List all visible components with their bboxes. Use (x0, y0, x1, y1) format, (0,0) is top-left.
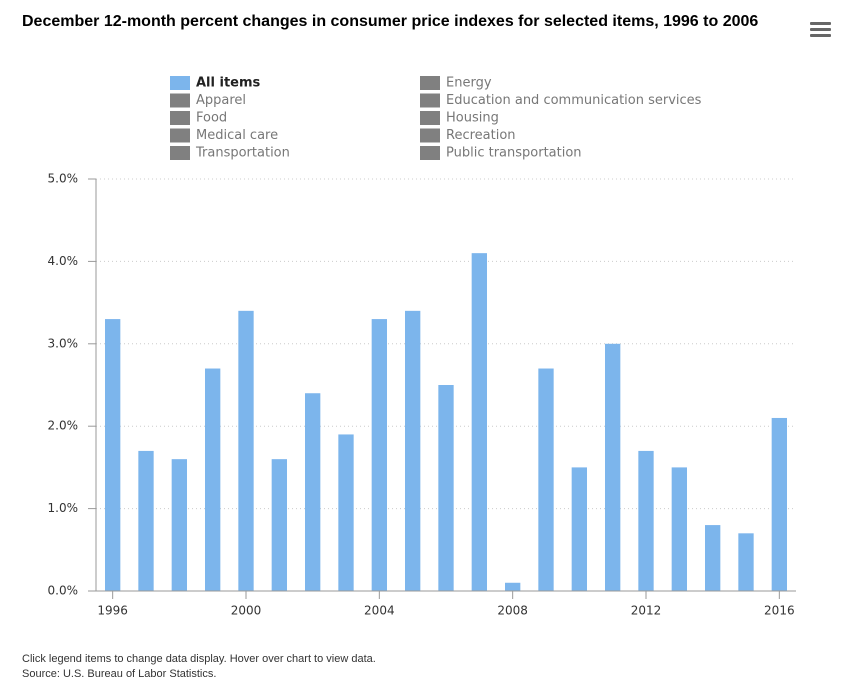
legend-swatch[interactable] (170, 111, 190, 125)
bar[interactable] (771, 417, 787, 591)
x-tick-label: 2000 (231, 604, 262, 618)
legend-label[interactable]: Transportation (195, 146, 290, 161)
note: Click legend items to change data displa… (22, 653, 376, 665)
x-tick-label: 2016 (764, 604, 795, 618)
bar[interactable] (705, 525, 721, 591)
legend-swatch[interactable] (420, 93, 440, 108)
legend-swatch[interactable] (420, 111, 440, 125)
y-tick-label: 2.0% (48, 419, 79, 433)
bar[interactable] (238, 310, 254, 591)
bar[interactable] (205, 368, 221, 591)
bar[interactable] (405, 310, 421, 591)
bar[interactable] (371, 319, 387, 591)
note: Source: U.S. Bureau of Labor Statistics. (22, 668, 217, 680)
x-tick-label: 2012 (631, 604, 662, 618)
legend-label[interactable]: Education and communication services (446, 93, 702, 108)
bar[interactable] (305, 393, 321, 591)
x-tick-label: 2004 (364, 604, 395, 618)
legend-label[interactable]: Apparel (196, 93, 246, 108)
bar[interactable] (338, 434, 354, 591)
y-tick-label: 3.0% (48, 336, 79, 350)
chart-title: December 12-month percent changes in con… (22, 13, 759, 30)
legend-swatch[interactable] (420, 76, 440, 90)
legend-label[interactable]: Energy (446, 76, 492, 91)
legend-label[interactable]: Public transportation (446, 146, 582, 161)
y-tick-label: 4.0% (48, 254, 79, 268)
x-tick-label: 2008 (497, 604, 528, 618)
legend-swatch[interactable] (170, 146, 190, 160)
legend-label[interactable]: Housing (446, 111, 499, 126)
bar[interactable] (438, 385, 454, 591)
bar[interactable] (505, 582, 521, 591)
bar[interactable] (538, 368, 554, 591)
legend-label[interactable]: Food (196, 111, 227, 126)
bar[interactable] (138, 450, 154, 591)
bar[interactable] (605, 343, 621, 591)
bar[interactable] (738, 533, 754, 591)
legend-label[interactable]: All items (196, 76, 261, 91)
legend-swatch[interactable] (420, 146, 440, 160)
bar[interactable] (571, 467, 587, 591)
menu-button[interactable] (810, 22, 831, 40)
y-tick-label: 5.0% (48, 172, 79, 186)
legend-swatch[interactable] (420, 128, 440, 143)
bar[interactable] (471, 253, 487, 591)
y-tick-label: 0.0% (48, 584, 79, 598)
x-tick-label: 1996 (97, 604, 128, 618)
y-tick-label: 1.0% (48, 501, 79, 515)
bar[interactable] (671, 467, 687, 591)
legend-swatch[interactable] (170, 128, 190, 143)
legend-swatch[interactable] (170, 76, 190, 90)
legend-label[interactable]: Recreation (446, 128, 516, 143)
bar[interactable] (105, 319, 121, 591)
bar[interactable] (638, 450, 654, 591)
bar[interactable] (171, 459, 187, 591)
legend-label[interactable]: Medical care (196, 128, 278, 143)
bar[interactable] (271, 459, 287, 591)
legend-swatch[interactable] (170, 93, 190, 108)
